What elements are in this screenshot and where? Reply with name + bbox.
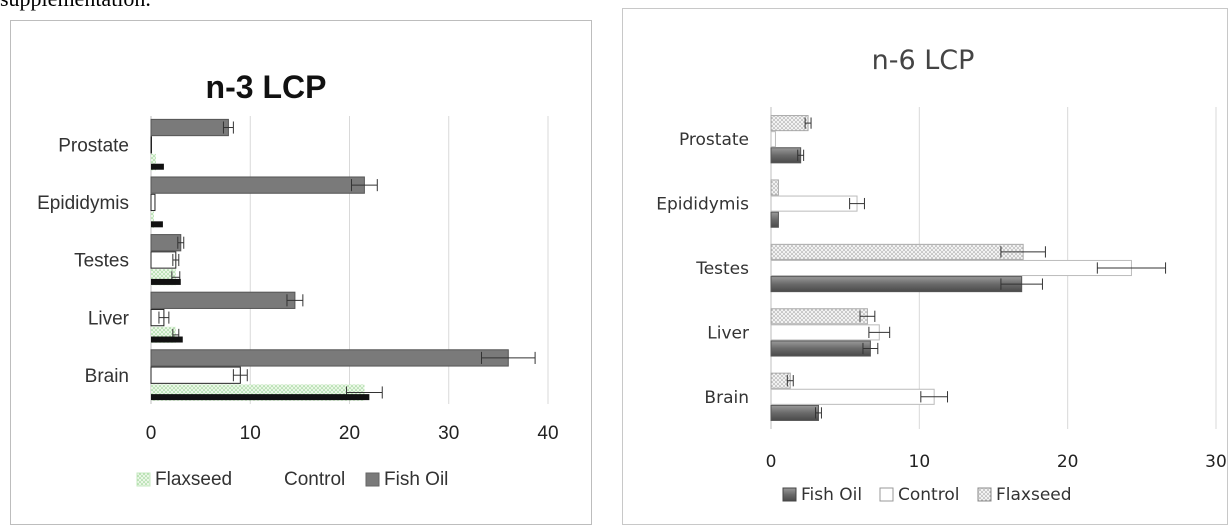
x-tick-label: 40 bbox=[537, 423, 558, 444]
bar-fish-oil-brain bbox=[150, 349, 509, 367]
legend-label-control: Control bbox=[898, 485, 959, 505]
bar-fish-oil-prostate bbox=[150, 118, 229, 137]
bar-flaxseed-epididymis bbox=[151, 211, 154, 228]
chart-title: n-3 LCP bbox=[206, 69, 327, 105]
n6-chart-panel: n-6 LCP 0 10 20 30 Brain Liver Testes Epididymis… bbox=[622, 8, 1228, 525]
bar-control-testes bbox=[770, 259, 1132, 277]
category-label-prostate: Prostate bbox=[679, 130, 749, 150]
legend-label-fish-oil: Fish Oil bbox=[384, 469, 448, 490]
bar-control-epididymis bbox=[150, 193, 156, 212]
legend-swatch-fish-oil bbox=[782, 487, 797, 502]
x-tick-label: 10 bbox=[240, 423, 261, 444]
bar-fish-oil-liver bbox=[150, 291, 296, 309]
bar-dark-base-prostate bbox=[151, 163, 164, 170]
bar-fish-oil-brain bbox=[770, 404, 819, 421]
bar-control-prostate bbox=[150, 136, 152, 154]
bar-flaxseed-prostate bbox=[770, 115, 809, 132]
caption-text: supplementation. bbox=[0, 0, 151, 12]
bar-control-prostate bbox=[770, 131, 776, 148]
x-tick-label: 10 bbox=[909, 452, 931, 472]
bar-dark-base-brain bbox=[151, 394, 370, 401]
chart-title: n-6 LCP bbox=[872, 45, 975, 76]
legend-swatch-control bbox=[265, 472, 280, 487]
bar-fish-oil-prostate bbox=[770, 147, 802, 164]
bar-flaxseed-prostate bbox=[151, 153, 156, 171]
bar-flaxseed-liver bbox=[770, 308, 868, 325]
bar-fish-oil-testes bbox=[770, 276, 1023, 293]
bar-fish-oil-liver bbox=[770, 340, 871, 357]
category-label-testes: Testes bbox=[74, 251, 129, 272]
category-label-epididymis: Epididymis bbox=[37, 193, 129, 214]
category-label-brain: Brain bbox=[85, 366, 129, 387]
category-label-prostate: Prostate bbox=[58, 135, 129, 156]
legend-swatch-flaxseed bbox=[977, 487, 992, 502]
x-tick-label: 30 bbox=[1205, 452, 1227, 472]
category-label-liver: Liver bbox=[707, 323, 749, 343]
bar-control-brain bbox=[150, 366, 241, 384]
x-tick-label: 20 bbox=[1057, 452, 1079, 472]
bar-dark-base-testes bbox=[151, 278, 181, 285]
bar-flaxseed-epididymis bbox=[770, 179, 779, 196]
legend-label-control: Control bbox=[284, 469, 345, 490]
bar-dark-base-epididymis bbox=[151, 221, 163, 228]
category-label-epididymis: Epididymis bbox=[656, 195, 749, 215]
legend-label-flaxseed: Flaxseed bbox=[996, 485, 1072, 505]
bar-fish-oil-epididymis bbox=[150, 176, 365, 194]
bar-dark-base-liver bbox=[151, 336, 183, 343]
x-tick-label: 0 bbox=[766, 452, 777, 472]
legend-label-flaxseed: Flaxseed bbox=[155, 469, 232, 490]
legend-swatch-flaxseed bbox=[136, 472, 151, 487]
n3-chart-panel: n-3 LCP 0 10 20 30 40 Brain Liver Testes Epididym… bbox=[10, 20, 592, 525]
legend-swatch-fish-oil bbox=[365, 472, 380, 487]
bar-fish-oil-testes bbox=[150, 234, 182, 252]
bar-control-epididymis bbox=[770, 195, 858, 212]
bar-flaxseed-testes bbox=[770, 243, 1024, 260]
category-label-brain: Brain bbox=[704, 388, 749, 408]
bar-control-liver bbox=[770, 324, 880, 341]
x-tick-label: 0 bbox=[146, 423, 157, 444]
bar-control-testes bbox=[150, 251, 177, 269]
legend-swatch-control bbox=[879, 487, 894, 502]
category-label-testes: Testes bbox=[695, 259, 749, 279]
x-tick-label: 20 bbox=[339, 423, 360, 444]
legend-label-fish-oil: Fish Oil bbox=[801, 485, 862, 505]
bar-control-brain bbox=[770, 388, 935, 405]
n6-chart: n-6 LCP 0 10 20 30 Brain Liver Testes Epididymis… bbox=[656, 45, 1227, 505]
x-tick-label: 30 bbox=[438, 423, 459, 444]
category-label-liver: Liver bbox=[88, 308, 130, 329]
bar-fish-oil-epididymis bbox=[770, 211, 779, 228]
n3-chart: n-3 LCP 0 10 20 30 40 Brain Liver Testes Epididym… bbox=[37, 69, 558, 490]
